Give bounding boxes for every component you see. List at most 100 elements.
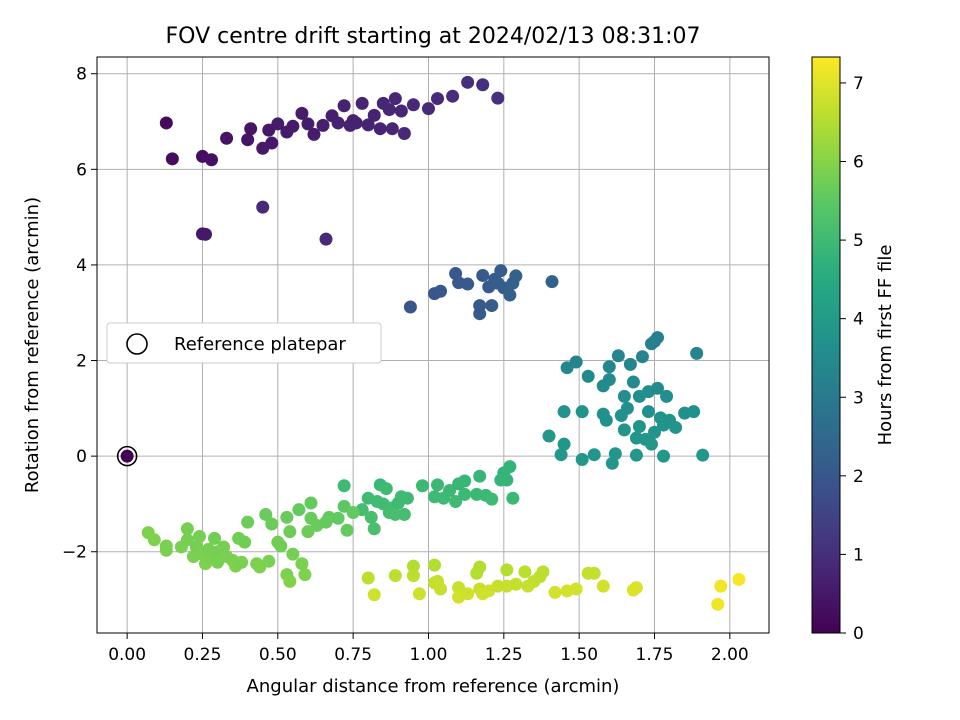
scatter-point (536, 565, 550, 579)
scatter-point (283, 574, 297, 588)
colorbar-tick-label: 3 (853, 388, 864, 408)
scatter-point (587, 448, 601, 462)
scatter-point (581, 369, 595, 383)
scatter-point (509, 577, 523, 591)
scatter-point (337, 499, 351, 513)
scatter-point (485, 492, 499, 506)
scatter-point (298, 568, 312, 582)
x-tick-label: 1.25 (485, 645, 523, 665)
scatter-point (244, 122, 258, 136)
scatter-point (620, 401, 634, 415)
scatter-point (385, 122, 399, 136)
scatter-point (587, 566, 601, 580)
scatter-point (657, 449, 671, 463)
scatter-point (346, 506, 360, 520)
legend: Reference platepar (106, 322, 382, 364)
scatter-point (461, 75, 475, 89)
scatter-point (394, 104, 408, 118)
scatter-point (491, 579, 505, 593)
scatter-point (596, 579, 610, 593)
scatter-point (669, 420, 683, 434)
scatter-point (500, 563, 514, 577)
scatter-point (406, 569, 420, 583)
scatter-point (259, 507, 273, 521)
scatter-point (346, 114, 360, 128)
scatter-point (397, 507, 411, 521)
scatter-point (147, 533, 161, 547)
legend-marker (126, 333, 148, 355)
scatter-point (415, 479, 429, 493)
scatter-point (506, 491, 520, 505)
scatter-point (632, 420, 646, 434)
scatter-point (503, 460, 517, 474)
scatter-point (660, 389, 674, 403)
scatter-point (361, 118, 375, 132)
scatter-point (711, 597, 725, 611)
scatter-point (235, 555, 249, 569)
scatter-point (617, 423, 631, 437)
scatter-point (494, 264, 508, 278)
scatter-point (608, 447, 622, 461)
scatter-point (554, 448, 568, 462)
scatter-point (449, 495, 463, 509)
scatter-point (651, 381, 665, 395)
scatter-point (379, 482, 393, 496)
scatter-point (431, 478, 445, 492)
legend-box (106, 322, 382, 364)
scatter-point (286, 547, 300, 561)
marks-layer (116, 75, 746, 611)
scatter-point (355, 96, 369, 110)
x-tick-label: 1.00 (410, 645, 448, 665)
scatter-point (319, 232, 333, 246)
scatter-point (687, 405, 701, 419)
tick-layer: 0.00 0.25 0.50 0.75 1.00 1.25 1.50 1.75 2.00 −2 0 2… (62, 65, 749, 665)
chart-title: FOV centre drift starting at 2024/02/13 … (166, 24, 701, 49)
scatter-point (331, 116, 345, 130)
x-tick-label: 1.50 (560, 645, 598, 665)
scatter-point (283, 525, 297, 539)
scatter-point (316, 118, 330, 132)
colorbar-label: Hours from first FF file (875, 245, 896, 446)
scatter-point (256, 200, 270, 214)
scatter-point (331, 511, 345, 525)
scatter-point (274, 539, 288, 553)
scatter-point (473, 560, 487, 574)
scatter-point (473, 469, 487, 483)
x-axis-label: Angular distance from reference (arcmin) (247, 676, 620, 697)
scatter-point (262, 554, 276, 568)
scatter-point (443, 484, 457, 498)
scatter-point (651, 331, 665, 345)
scatter-point (301, 525, 315, 539)
y-tick-label: −2 (62, 543, 87, 563)
scatter-point (421, 102, 435, 116)
y-tick-label: 0 (76, 447, 87, 467)
scatter-point (626, 375, 640, 389)
scatter-point (406, 98, 420, 112)
scatter-point (361, 571, 375, 585)
scatter-point (548, 585, 562, 599)
scatter-point (569, 355, 583, 369)
scatter-point (434, 582, 448, 596)
scatter-point (265, 517, 279, 531)
scatter-point (337, 479, 351, 493)
scatter-point (503, 288, 517, 302)
y-tick-label: 6 (76, 160, 87, 180)
x-tick-label: 0.75 (334, 645, 372, 665)
scatter-point (617, 389, 631, 403)
scatter-point (220, 131, 234, 145)
scatter-point (485, 299, 499, 313)
scatter-point (388, 92, 402, 106)
scatter-point (696, 448, 710, 462)
scatter-point (301, 117, 315, 131)
scatter-point (545, 275, 559, 289)
scatter-point (434, 284, 448, 298)
scatter-point (452, 581, 466, 595)
scatter-point (400, 491, 414, 505)
reference-point (120, 449, 134, 463)
scatter-point (629, 581, 643, 595)
scatter-point (205, 153, 219, 167)
scatter-point (644, 437, 658, 451)
scatter-point (292, 503, 306, 517)
scatter-point (569, 582, 583, 596)
